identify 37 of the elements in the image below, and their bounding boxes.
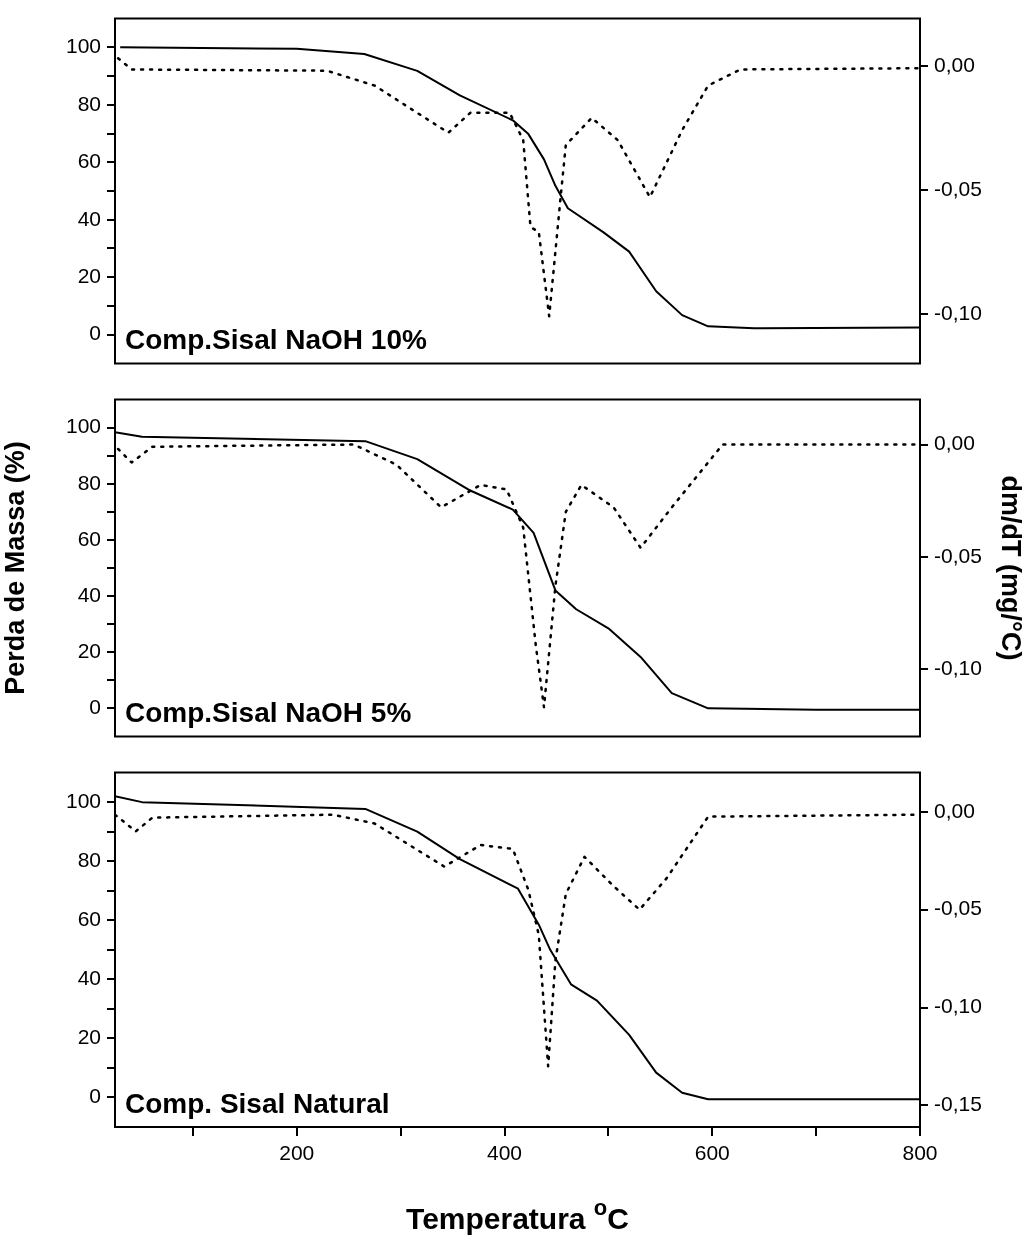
y2-tick-label: -0,05 [934,896,982,920]
y-tick-label: 80 [77,91,101,115]
y-tick-label: 0 [89,695,101,719]
annotation: Comp.Sisal NaOH 5% [125,697,412,729]
y-tick-label: 80 [77,848,101,871]
y-tick-label: 60 [77,149,101,173]
y-tick-label: 40 [77,966,101,990]
y2-tick-label: 0,00 [934,52,975,76]
annotation: Comp.Sisal NaOH 10% [125,324,427,356]
x-tick-label: 800 [902,1141,938,1165]
annotation: Comp. Sisal Natural [125,1087,390,1119]
y2-tick-label: -0,05 [934,176,982,200]
x-tick-label: 600 [694,1141,730,1165]
y-tick-label: 0 [89,321,101,345]
y-tick-label: 0 [89,1084,101,1108]
y-tick-label: 20 [77,264,101,287]
y2-tick-label: -0,10 [934,655,982,679]
x-tick-label: 400 [486,1141,523,1165]
y2-tick-label: 0,00 [934,798,975,822]
y-tick-label: 60 [77,526,101,550]
y-axis-title: Perda de Massa (%) [0,441,30,695]
y2-tick-label: -0,05 [934,543,982,567]
y2-tick-label: -0,10 [934,994,982,1018]
y-tick-label: 100 [65,414,101,438]
y-tick-label: 20 [77,639,101,662]
y-tick-label: 100 [65,34,101,58]
y2-tick-label: 0,00 [934,431,975,455]
y-tick-label: 40 [77,582,101,606]
y2-tick-label: -0,15 [934,1092,982,1116]
x-tick-label: 200 [279,1141,315,1165]
y2-tick-label: -0,10 [934,300,982,324]
y-tick-label: 80 [77,470,101,494]
y-tick-label: 60 [77,907,101,931]
y-tick-label: 40 [77,206,101,230]
y2-axis-title: dm/dT (mg/°C) [996,475,1026,661]
y-tick-label: 100 [65,788,101,812]
y-tick-label: 20 [77,1025,101,1049]
